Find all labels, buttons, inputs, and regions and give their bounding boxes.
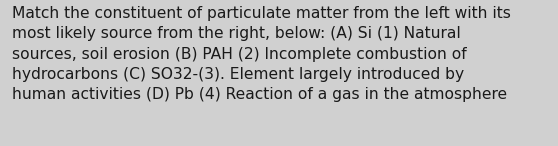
Text: Match the constituent of particulate matter from the left with its
most likely s: Match the constituent of particulate mat… [12,6,511,102]
